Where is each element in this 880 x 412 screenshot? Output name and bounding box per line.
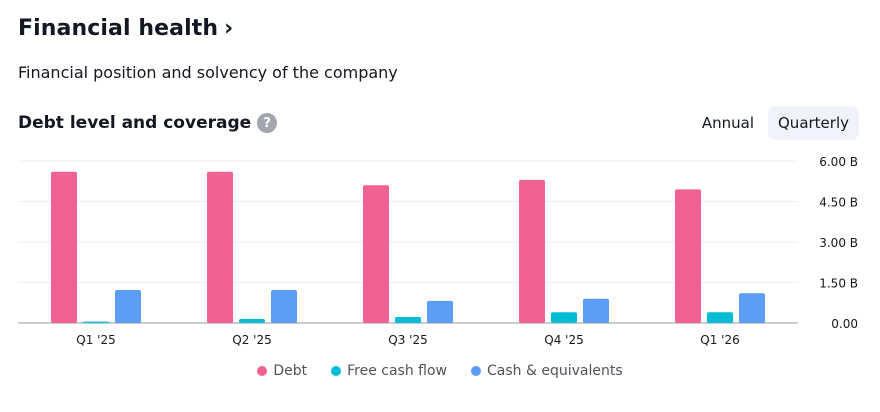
legend-label: Cash & equivalents: [487, 363, 623, 379]
legend-label: Debt: [273, 363, 308, 379]
x-tick-label: Q2 '25: [232, 333, 271, 347]
debt-coverage-chart: 0.00 1.50 B 3.00 B 4.50 B 6.00 B Q1 '25 Q2 '25…: [18, 155, 858, 347]
help-icon[interactable]: ?: [257, 113, 278, 133]
bar-cash-equivalents: [271, 290, 297, 323]
bar-debt: [363, 185, 389, 323]
section-title: Financial health: [18, 16, 219, 41]
bar-free-cash-flow: [239, 318, 265, 323]
bar-free-cash-flow: [395, 317, 421, 323]
bar-free-cash-flow: [83, 321, 109, 323]
bar-debt: [519, 179, 545, 323]
bar-free-cash-flow: [707, 312, 733, 323]
legend-item-debt[interactable]: Debt: [257, 363, 307, 379]
legend-dot-icon: [257, 366, 268, 376]
chevron-right-icon: ›: [224, 16, 234, 41]
x-tick-label: Q1 '25: [76, 333, 115, 347]
bar-cash-equivalents: [115, 290, 141, 323]
legend-dot-icon: [471, 366, 482, 376]
y-tick-label: 0.00: [831, 317, 858, 331]
x-tick-label: Q4 '25: [544, 333, 583, 347]
y-tick-label: 1.50 B: [819, 277, 858, 291]
section-title-link[interactable]: Financial health ›: [18, 16, 233, 41]
period-toggle: Annual Quarterly: [692, 106, 859, 140]
x-tick-label: Q3 '25: [388, 333, 427, 347]
annual-toggle-button[interactable]: Annual: [701, 114, 754, 132]
bar-debt: [675, 189, 701, 323]
x-tick-label: Q1 '26: [700, 333, 739, 347]
section-subtitle: Financial position and solvency of the c…: [18, 63, 398, 82]
bar-debt: [207, 171, 233, 323]
y-tick-label: 4.50 B: [819, 196, 858, 210]
chart-legend: Debt Free cash flow Cash & equivalents: [0, 363, 880, 379]
bar-free-cash-flow: [551, 312, 577, 323]
bar-debt: [51, 171, 77, 323]
legend-item-cash[interactable]: Cash & equivalents: [471, 363, 623, 379]
bar-cash-equivalents: [739, 293, 765, 323]
card-header: Debt level and coverage ?: [18, 113, 278, 133]
quarterly-toggle-button[interactable]: Quarterly: [768, 106, 859, 140]
card-title: Debt level and coverage: [18, 113, 252, 133]
bar-cash-equivalents: [583, 298, 609, 323]
bar-cash-equivalents: [427, 300, 453, 323]
legend-item-free-cash-flow[interactable]: Free cash flow: [331, 363, 447, 379]
legend-dot-icon: [331, 366, 342, 376]
legend-label: Free cash flow: [347, 363, 448, 379]
y-tick-label: 3.00 B: [819, 236, 858, 250]
y-tick-label: 6.00 B: [819, 155, 858, 169]
